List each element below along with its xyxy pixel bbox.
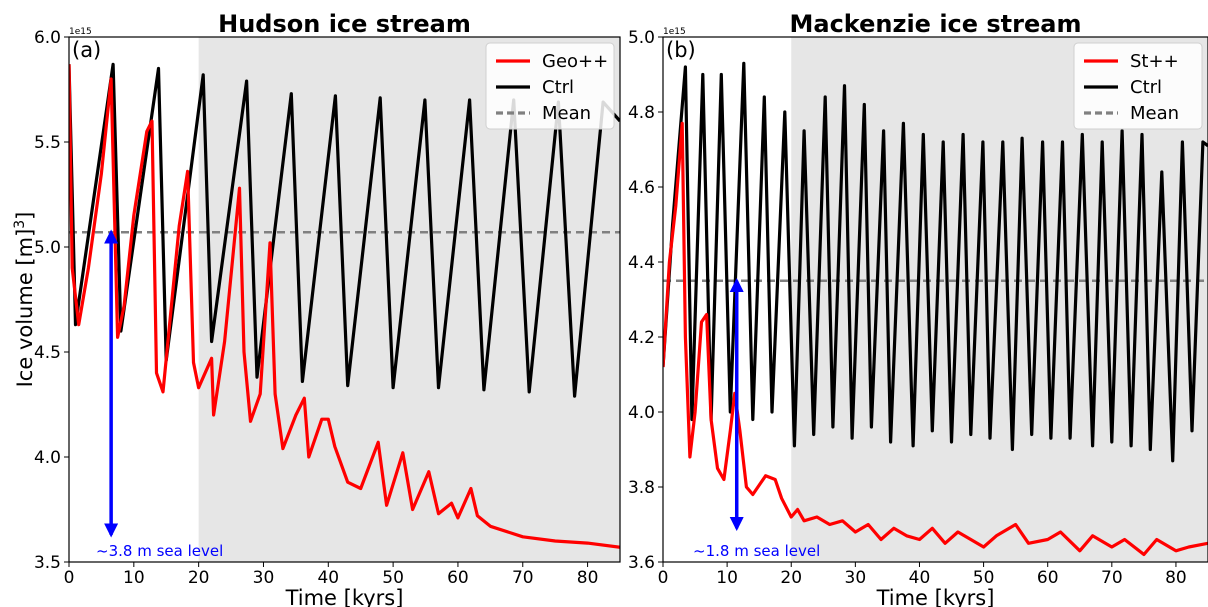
panel-label: (b) (666, 38, 696, 62)
y-tick-label: 6.0 (34, 28, 61, 48)
x-tick-label: 10 (123, 568, 145, 588)
plot-frame (68, 36, 621, 563)
x-tick-label: 0 (658, 568, 669, 588)
y-tick-label: 3.6 (628, 553, 655, 573)
x-tick-label: 10 (716, 568, 738, 588)
x-tick-label: 0 (64, 568, 75, 588)
legend-label: Mean (542, 103, 591, 124)
x-tick-label: 20 (188, 568, 210, 588)
sea-level-annotation: ~3.8 m sea level (96, 542, 223, 560)
y-exponent-label: 1e15 (69, 27, 92, 37)
x-axis-label: Time [kyrs] (285, 586, 404, 607)
plot-lines (663, 61, 1208, 557)
legend-label: St++ (1130, 51, 1179, 72)
y-tick-label: 5.5 (34, 133, 61, 153)
y-tick-label: 5.0 (34, 238, 61, 258)
chart-title: Mackenzie ice stream (790, 10, 1082, 38)
legend-label: Ctrl (1130, 77, 1162, 98)
legend: St++ Ctrl Mean (1073, 42, 1203, 130)
legend-label: Ctrl (542, 77, 574, 98)
panel-a: ~3.8 m sea level 0 10 20 30 40 50 60 70 80 3.5 4.0 4… (12, 10, 621, 607)
x-tick-label: 20 (780, 568, 802, 588)
y-tick-label: 4.6 (628, 178, 655, 198)
x-tick-label: 60 (1037, 568, 1059, 588)
y-tick-label: 4.8 (628, 103, 655, 123)
x-axis-label: Time [kyrs] (876, 586, 995, 607)
y-tick-label: 5.0 (628, 28, 655, 48)
y-tick-label: 4.4 (628, 253, 655, 273)
panel-b: ~1.8 m sea level 0 10 20 30 40 50 60 70 80 3.6 3.8 4… (628, 10, 1208, 607)
y-tick-label: 3.8 (628, 478, 655, 498)
legend-label: Geo++ (542, 51, 608, 72)
series-line-geopp (69, 64, 620, 549)
chart-title: Hudson ice stream (218, 10, 471, 38)
y-tick-label: 4.2 (628, 328, 655, 348)
x-tick-label: 60 (447, 568, 469, 588)
plot-lines (69, 62, 620, 549)
x-tick-label: 30 (845, 568, 867, 588)
x-tick-label: 50 (382, 568, 404, 588)
legend: Geo++ Ctrl Mean (485, 42, 615, 130)
x-tick-label: 40 (317, 568, 339, 588)
legend-box (485, 42, 615, 130)
sea-level-annotation: ~1.8 m sea level (693, 542, 820, 560)
series-line-ctrl (663, 61, 1208, 463)
y-tick-label: 4.0 (628, 403, 655, 423)
legend-label: Mean (1130, 103, 1179, 124)
series-line-stpp (663, 121, 1208, 557)
y-axis-label: Ice volume [m]3] (12, 212, 37, 388)
plot-frame (662, 36, 1208, 563)
y-tick-label: 3.5 (34, 553, 61, 573)
legend-box (1073, 42, 1203, 130)
x-tick-label: 70 (512, 568, 534, 588)
x-tick-label: 40 (909, 568, 931, 588)
x-tick-label: 30 (253, 568, 275, 588)
y-tick-label: 4.0 (34, 448, 61, 468)
x-tick-label: 80 (577, 568, 599, 588)
x-tick-label: 80 (1165, 568, 1187, 588)
y-exponent-label: 1e15 (663, 27, 686, 37)
x-tick-label: 70 (1101, 568, 1123, 588)
x-tick-label: 50 (973, 568, 995, 588)
panel-label: (a) (72, 38, 101, 62)
y-tick-label: 4.5 (34, 343, 61, 363)
series-line-ctrl (69, 62, 620, 398)
